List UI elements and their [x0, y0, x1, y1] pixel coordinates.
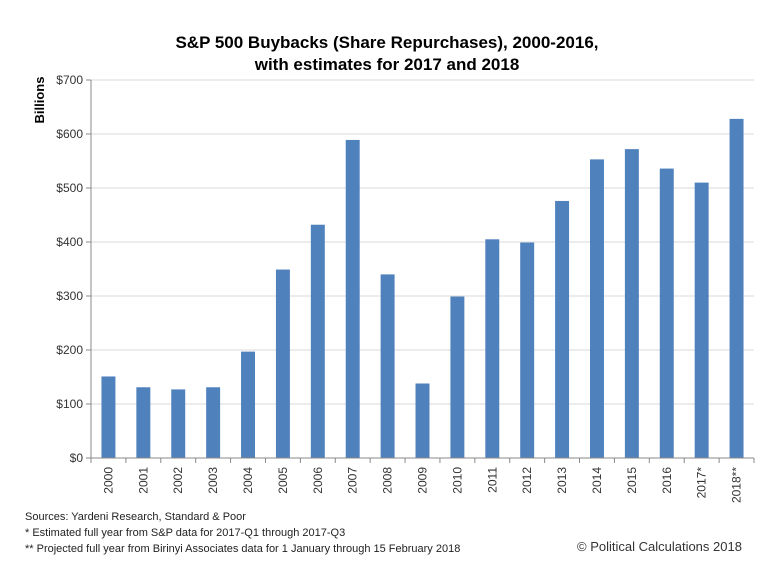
- x-tick-label: 2003: [206, 467, 220, 494]
- bar-2005: [275, 269, 290, 458]
- x-tick-label: 2013: [555, 467, 569, 494]
- x-tick-label: 2010: [450, 467, 464, 494]
- x-tick-label: 2008: [381, 467, 395, 494]
- bar-2016: [659, 168, 674, 458]
- bar-2006: [310, 224, 325, 458]
- y-tick-label: $0: [70, 451, 84, 465]
- bar-2007: [345, 139, 360, 458]
- bar-2014: [589, 159, 604, 458]
- y-tick-label: $500: [56, 181, 83, 195]
- chart-subtitle: with estimates for 2017 and 2018: [254, 55, 520, 74]
- sources-note: Sources: Yardeni Research, Standard & Po…: [25, 511, 246, 523]
- x-tick-label: 2000: [101, 467, 115, 494]
- x-tick-label: 2004: [241, 467, 255, 494]
- bar-2011: [485, 239, 500, 458]
- x-tick-label: 2006: [311, 467, 325, 494]
- x-tick-label: 2005: [276, 467, 290, 494]
- x-tick-label: 2014: [590, 467, 604, 494]
- x-tick-label: 2012: [520, 467, 534, 494]
- y-tick-label: $200: [56, 343, 83, 357]
- bar-2008: [380, 274, 395, 458]
- x-tick-label: 2001: [136, 467, 150, 494]
- y-tick-label: $300: [56, 289, 83, 303]
- x-tick-label: 2011: [485, 467, 499, 493]
- y-axis-label: Billions: [32, 77, 47, 124]
- y-tick-label: $600: [56, 127, 83, 141]
- x-tick-label: 2016: [660, 467, 674, 494]
- bar-2002: [171, 389, 186, 458]
- bar-2010: [450, 296, 465, 458]
- bars: [101, 118, 744, 458]
- bar-2000: [101, 376, 116, 458]
- x-tick-label: 2007: [346, 467, 360, 494]
- bar-2018**: [729, 118, 744, 458]
- bar-2001: [136, 387, 151, 458]
- bar-2015: [624, 149, 639, 458]
- x-tick-label: 2017*: [695, 467, 709, 499]
- x-tick-label: 2018**: [730, 467, 744, 503]
- bar-2013: [555, 200, 570, 458]
- axes: [90, 80, 754, 459]
- bar-2012: [520, 242, 535, 458]
- footnote-2018: ** Projected full year from Birinyi Asso…: [25, 543, 461, 555]
- footnote-2017: * Estimated full year from S&P data for …: [25, 527, 346, 539]
- copyright: © Political Calculations 2018: [577, 539, 742, 554]
- x-tick-label: 2009: [416, 467, 430, 494]
- bar-2017*: [694, 182, 709, 458]
- x-tick-label: 2015: [625, 467, 639, 494]
- x-tick-label: 2002: [171, 467, 185, 494]
- gridlines: [91, 79, 754, 405]
- y-axis-ticks: $0 $100 $200 $300 $400 $500 $600 $700: [56, 73, 91, 465]
- y-tick-label: $100: [56, 397, 83, 411]
- chart-title: S&P 500 Buybacks (Share Repurchases), 20…: [175, 33, 599, 52]
- bar-2004: [241, 351, 256, 458]
- y-tick-label: $400: [56, 235, 83, 249]
- bar-2009: [415, 383, 430, 458]
- x-axis-ticks: 2000 2001 2002 2003 2004 2005 2006 2007 2008 2009…: [90, 458, 755, 503]
- y-tick-label: $700: [56, 73, 83, 87]
- bar-2003: [206, 387, 221, 458]
